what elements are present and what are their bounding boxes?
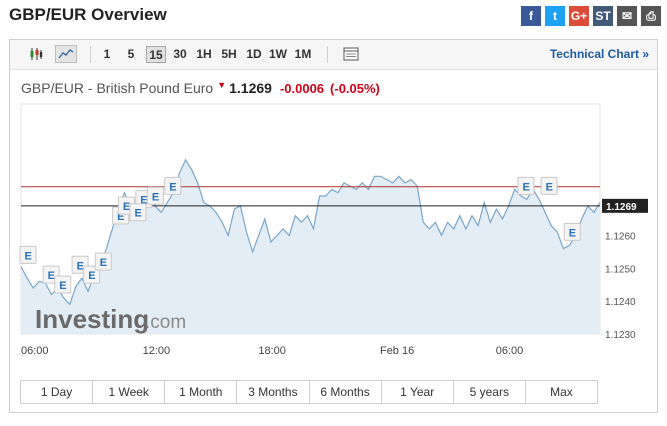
period-button[interactable]: 5 years — [454, 381, 526, 403]
event-marker — [164, 176, 182, 195]
x-tick-label: 12:00 — [143, 345, 171, 357]
timeframe-1d[interactable]: 1D — [246, 47, 262, 61]
toolbar-separator — [327, 46, 328, 63]
event-marker-label: E — [77, 260, 84, 272]
toolbar-separator — [90, 46, 91, 63]
event-marker-label: E — [123, 201, 130, 213]
event-marker — [94, 252, 112, 271]
investing-watermark: Investing — [35, 304, 149, 334]
google-plus-glyph: G+ — [570, 9, 588, 23]
period-button[interactable]: 3 Months — [237, 381, 310, 403]
share-icons: f t G+ ST ✉ ⎙ — [521, 6, 661, 26]
chart-panel: 1 5 15 30 1H 5H 1D 1W 1M Technical Chart… — [9, 39, 658, 413]
price-area — [21, 159, 600, 334]
stocktwits-icon[interactable]: ST — [593, 6, 613, 26]
event-marker-label: E — [25, 250, 32, 262]
price-change-percent: (-0.05%) — [330, 81, 380, 96]
y-tick-label: 1.1240 — [605, 297, 636, 308]
event-marker-label: E — [546, 181, 553, 193]
event-marker — [563, 222, 581, 241]
event-marker-label: E — [569, 227, 576, 239]
period-button[interactable]: 1 Year — [382, 381, 454, 403]
x-tick-label: Feb 16 — [380, 345, 414, 357]
period-button[interactable]: 1 Week — [93, 381, 166, 403]
timeframe-15[interactable]: 15 — [146, 46, 166, 63]
facebook-icon[interactable]: f — [521, 6, 541, 26]
google-plus-icon[interactable]: G+ — [569, 6, 589, 26]
investing-watermark-suffix: .com — [145, 312, 186, 333]
quote-header: GBP/EUR - British Pound Euro ▼ 1.1269 -0.00… — [21, 80, 380, 96]
event-marker-label: E — [117, 211, 124, 223]
event-marker — [517, 176, 535, 195]
facebook-glyph: f — [529, 9, 533, 23]
event-marker-label: E — [522, 181, 529, 193]
event-marker-label: E — [169, 181, 176, 193]
instrument-name: GBP/EUR - British Pound Euro — [21, 80, 214, 96]
price-change: -0.0006 — [279, 81, 325, 96]
x-tick-label: 06:00 — [496, 345, 524, 357]
period-button[interactable]: 1 Day — [21, 381, 94, 403]
twitter-glyph: t — [553, 9, 557, 23]
y-tick-label: 1.1230 — [605, 330, 636, 341]
event-marker-label: E — [88, 270, 95, 282]
event-marker-label: E — [59, 280, 66, 292]
price-chart[interactable]: 1.1230 1.1240 1.1250 1.1260 1.1269 06:00 12:00… — [10, 40, 657, 380]
stocktwits-glyph: ST — [595, 9, 611, 23]
current-price-tag — [602, 198, 648, 213]
y-tick-label: 1.1260 — [605, 231, 636, 242]
chart-toolbar: 1 5 15 30 1H 5H 1D 1W 1M Technical Chart… — [10, 40, 657, 70]
page-title: GBP/EUR Overview — [9, 5, 167, 24]
down-arrow-icon: ▼ — [217, 80, 227, 90]
print-icon[interactable]: ⎙ — [641, 6, 661, 26]
area-chart-icon[interactable] — [55, 45, 77, 63]
email-glyph: ✉ — [621, 9, 633, 23]
event-marker — [146, 186, 164, 205]
x-tick-label: 06:00 — [21, 345, 49, 357]
timeframe-1m[interactable]: 1M — [294, 47, 312, 61]
event-marker-label: E — [48, 270, 55, 282]
last-price: 1.1269 — [229, 80, 272, 96]
print-glyph: ⎙ — [646, 8, 656, 23]
timeframe-5h[interactable]: 5H — [221, 47, 237, 61]
twitter-icon[interactable]: t — [545, 6, 565, 26]
period-button[interactable]: 1 Month — [165, 381, 238, 403]
email-icon[interactable]: ✉ — [617, 6, 637, 26]
x-tick-label: 18:00 — [258, 345, 286, 357]
current-price-tag-label: 1.1269 — [606, 202, 637, 213]
y-tick-label: 1.1250 — [605, 264, 636, 275]
timeframe-1w[interactable]: 1W — [269, 47, 287, 61]
event-marker-label: E — [140, 195, 147, 207]
period-button[interactable]: 6 Months — [310, 381, 382, 403]
period-button[interactable]: Max — [550, 385, 573, 399]
event-marker — [540, 176, 558, 195]
technical-chart-link[interactable]: Technical Chart » — [549, 47, 649, 61]
chart-settings-icon[interactable] — [341, 45, 361, 63]
timeframe-30[interactable]: 30 — [173, 47, 187, 61]
candlestick-icon[interactable] — [26, 45, 46, 63]
event-marker — [129, 203, 147, 222]
event-marker — [19, 245, 37, 264]
event-marker-label: E — [152, 191, 159, 203]
event-marker-label: E — [135, 208, 142, 220]
period-selector: 1 Day 1 Week 1 Month 3 Months 6 Months 1 Year… — [20, 380, 598, 404]
timeframe-1h[interactable]: 1H — [196, 47, 212, 61]
event-marker — [54, 275, 72, 294]
timeframe-1[interactable]: 1 — [103, 47, 111, 61]
timeframe-5[interactable]: 5 — [127, 47, 135, 61]
event-marker-label: E — [100, 257, 107, 269]
